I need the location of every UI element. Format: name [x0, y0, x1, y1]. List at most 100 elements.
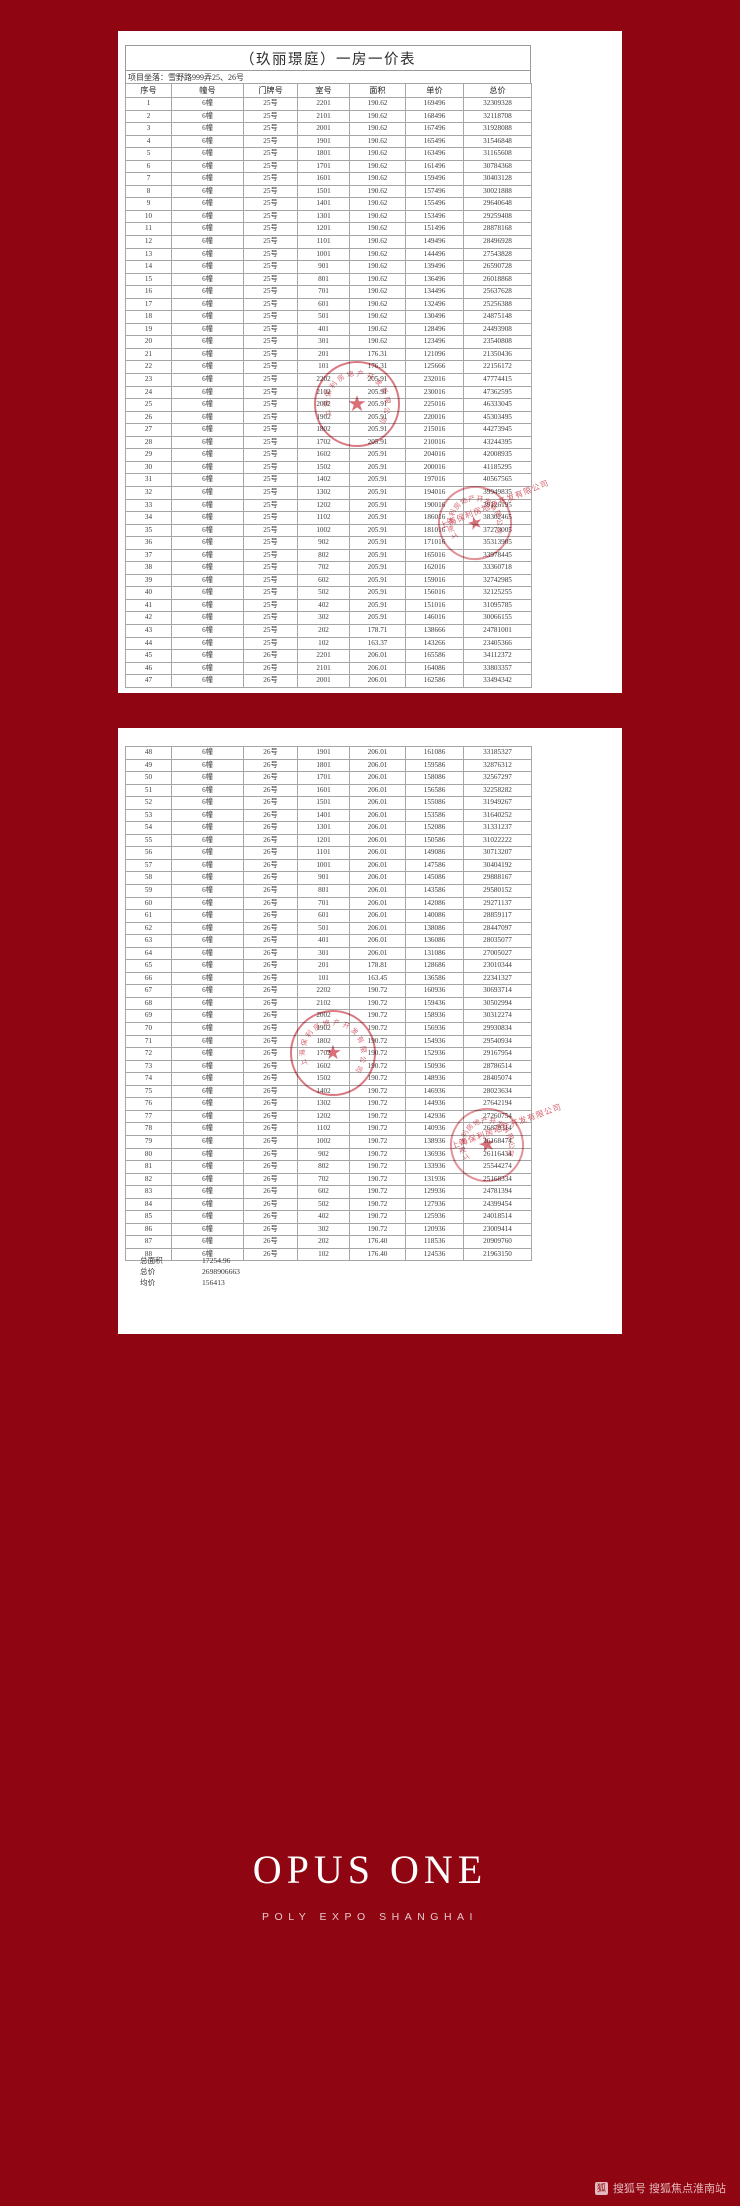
cell-door: 26号 [243, 1222, 298, 1237]
cell-door: 26号 [243, 1122, 298, 1136]
cell-area: 206.01 [349, 871, 406, 885]
table-row: 14 6幢 25号 901 190.62 139496 26590728 [125, 260, 532, 274]
cell-total-price: 46333045 [463, 398, 532, 412]
cell-door: 26号 [243, 771, 298, 785]
cell-area: 206.01 [349, 921, 406, 936]
cell-index: 67 [125, 984, 172, 998]
cell-building: 6幢 [171, 435, 244, 450]
cell-unit-price: 150586 [405, 833, 464, 848]
cell-total-price: 29259408 [463, 209, 532, 224]
table-row: 7 6幢 25号 1601 190.62 159496 30403128 [125, 172, 532, 186]
cell-index: 56 [125, 846, 172, 860]
cell-index: 24 [125, 385, 172, 400]
cell-room: 1102 [297, 511, 350, 525]
table-row: 30 6幢 25号 1502 205.91 200016 41185295 [125, 460, 532, 475]
cell-unit-price: 230016 [405, 385, 464, 400]
cell-building: 6幢 [171, 322, 244, 337]
table-row: 63 6幢 26号 401 206.01 136086 28035077 [125, 934, 532, 948]
cell-room: 1802 [297, 423, 350, 437]
cell-building: 6幢 [171, 821, 244, 835]
cell-building: 6幢 [171, 561, 244, 575]
cell-area: 206.01 [349, 884, 406, 898]
cell-index: 61 [125, 909, 172, 923]
cell-unit-price: 152936 [405, 1047, 464, 1061]
col-header-index: 序号 [125, 83, 172, 98]
table-row: 54 6幢 26号 1301 206.01 152086 31331237 [125, 821, 532, 835]
cell-building: 6幢 [171, 611, 244, 625]
cell-area: 190.72 [349, 1097, 406, 1111]
brand-name: OPUS ONE [252, 1847, 488, 1892]
cell-building: 6幢 [171, 1247, 244, 1262]
cell-building: 6幢 [171, 109, 244, 124]
cell-door: 25号 [243, 272, 298, 287]
cell-building: 6幢 [171, 1097, 244, 1111]
table-row: 78 6幢 26号 1102 190.72 140936 26879314 [125, 1122, 532, 1136]
table-row: 1 6幢 25号 2201 190.62 169496 32309328 [125, 97, 532, 111]
cell-door: 25号 [243, 347, 298, 362]
cell-building: 6幢 [171, 1072, 244, 1086]
cell-unit-price: 153586 [405, 808, 464, 823]
cell-room: 2102 [297, 996, 350, 1011]
table-row: 72 6幢 26号 1702 190.72 152936 29167954 [125, 1047, 532, 1061]
cell-total-price: 28023634 [463, 1084, 532, 1099]
document-page-1: （玖丽璟庭）一房一价表 项目坐落：雪野路999弄25、26号 序号 幢号 门牌号… [118, 31, 622, 693]
table-row: 43 6幢 25号 202 178.71 138666 24781001 [125, 623, 532, 638]
table-row: 74 6幢 26号 1502 190.72 148936 28405074 [125, 1072, 532, 1086]
cell-index: 79 [125, 1134, 172, 1149]
cell-index: 74 [125, 1072, 172, 1086]
cell-building: 6幢 [171, 134, 244, 149]
cell-total-price: 24493908 [463, 322, 532, 337]
cell-unit-price: 161086 [405, 746, 464, 760]
cell-total-price: 30312274 [463, 1009, 532, 1024]
cell-total-price: 24781001 [463, 623, 532, 638]
cell-unit-price: 149086 [405, 846, 464, 860]
cell-room: 1902 [297, 410, 350, 425]
table-row: 75 6幢 26号 1402 190.72 146936 28023634 [125, 1084, 532, 1099]
cell-index: 69 [125, 1009, 172, 1024]
cell-door: 25号 [243, 97, 298, 111]
cell-total-price: 20909760 [463, 1235, 532, 1249]
cell-building: 6幢 [171, 184, 244, 199]
cell-room: 1701 [297, 771, 350, 785]
cell-room: 202 [297, 1235, 350, 1249]
cell-door: 25号 [243, 184, 298, 199]
table-row: 15 6幢 25号 801 190.62 136496 26018868 [125, 272, 532, 287]
cell-total-price: 45303495 [463, 410, 532, 425]
cell-room: 1101 [297, 846, 350, 860]
cell-room: 1901 [297, 746, 350, 760]
cell-unit-price: 149496 [405, 235, 464, 249]
cell-unit-price: 142936 [405, 1109, 464, 1124]
table-row: 87 6幢 26号 202 176.40 118536 20909760 [125, 1235, 532, 1249]
cell-total-price: 37273005 [463, 523, 532, 538]
cell-index: 44 [125, 636, 172, 651]
cell-unit-price: 144496 [405, 247, 464, 262]
cell-area: 176.31 [349, 360, 406, 375]
cell-area: 205.91 [349, 435, 406, 450]
cell-door: 25号 [243, 310, 298, 324]
cell-unit-price: 131086 [405, 946, 464, 961]
cell-index: 21 [125, 347, 172, 362]
cell-door: 26号 [243, 1147, 298, 1162]
page-title: （玖丽璟庭）一房一价表 [240, 51, 416, 68]
cell-total-price: 32567297 [463, 771, 532, 785]
cell-unit-price: 142086 [405, 896, 464, 911]
cell-total-price: 31949267 [463, 796, 532, 810]
cell-area: 190.62 [349, 310, 406, 324]
cell-unit-price: 147586 [405, 858, 464, 873]
cell-room: 102 [297, 636, 350, 651]
cell-area: 205.91 [349, 410, 406, 425]
price-table-page-2: 48 6幢 26号 1901 206.01 161086 33185327 49 6幢 26号 18… [125, 746, 532, 1262]
table-row: 9 6幢 25号 1401 190.62 155496 29640648 [125, 197, 532, 211]
cell-index: 2 [125, 109, 172, 124]
cell-total-price: 33978445 [463, 548, 532, 563]
table-row: 70 6幢 26号 1902 190.72 156936 29930834 [125, 1022, 532, 1036]
cell-door: 25号 [243, 297, 298, 312]
cell-unit-price: 220016 [405, 410, 464, 425]
cell-door: 26号 [243, 1197, 298, 1212]
cell-door: 26号 [243, 661, 298, 676]
brand-block: OPUS ONE POLY EXPO SHANGHAI [0, 1846, 740, 1923]
cell-unit-price: 162586 [405, 674, 464, 688]
cell-door: 26号 [243, 821, 298, 835]
cell-room: 502 [297, 586, 350, 600]
cell-total-price: 28878168 [463, 222, 532, 236]
